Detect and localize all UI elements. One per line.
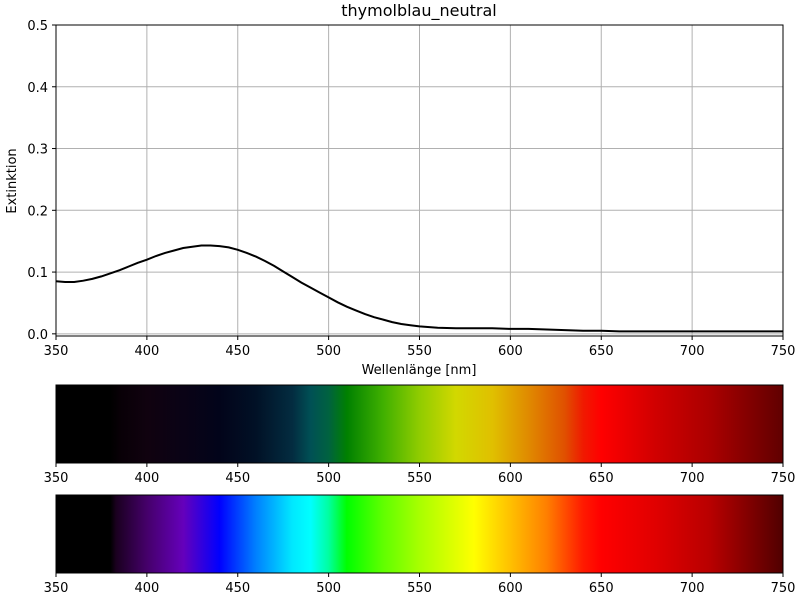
- transmission-x-ticks: 350 400 450 500 550 600 650 700 750: [44, 463, 796, 486]
- spectrum-tick-label: 450: [225, 581, 250, 596]
- spectrum-tick-label: 350: [44, 471, 69, 486]
- x-axis-label: Wellenlänge [nm]: [362, 363, 477, 378]
- x-tick-label: 600: [498, 344, 523, 359]
- spectrum-tick-label: 550: [407, 471, 432, 486]
- x-axis-ticks: 350 400 450 500 550 600 650 700 750: [44, 336, 796, 359]
- spectrum-tick-label: 400: [134, 471, 159, 486]
- y-tick-label: 0.1: [27, 266, 48, 281]
- y-tick-label: 0.3: [27, 143, 48, 158]
- spectrum-tick-label: 450: [225, 471, 250, 486]
- x-tick-label: 350: [44, 344, 69, 359]
- extinction-series-line: [55, 244, 783, 333]
- spectrum-tick-label: 750: [771, 581, 796, 596]
- y-axis-ticks: 0.0 0.1 0.2 0.3 0.4 0.5: [27, 19, 56, 343]
- x-tick-label: 550: [407, 344, 432, 359]
- reference-spectrum-bar: 350 400 450 500 550 600 650 700 750: [44, 494, 796, 596]
- x-tick-label: 500: [316, 344, 341, 359]
- x-tick-label: 400: [134, 344, 159, 359]
- spectrum-tick-label: 500: [316, 581, 341, 596]
- y-tick-label: 0.5: [27, 19, 48, 34]
- x-tick-label: 450: [225, 344, 250, 359]
- transmission-spectrum-bar: 350 400 450 500 550 600 650 700 750: [44, 384, 796, 486]
- x-tick-label: 650: [589, 344, 614, 359]
- spectrum-tick-label: 650: [589, 581, 614, 596]
- spectrum-tick-label: 700: [680, 471, 705, 486]
- y-tick-label: 0.2: [27, 204, 48, 219]
- reference-gradient-strip: [56, 495, 783, 573]
- spectrum-tick-label: 650: [589, 471, 614, 486]
- spectrum-tick-label: 750: [771, 471, 796, 486]
- chart-title: thymolblau_neutral: [341, 1, 496, 21]
- y-tick-label: 0.4: [27, 81, 48, 96]
- transmission-gradient-strip: [56, 385, 783, 463]
- spectrum-tick-label: 400: [134, 581, 159, 596]
- extinction-plot: 350 400 450 500 550 600 650 700 750 0.0 0.1 0.2 0.3…: [5, 1, 795, 378]
- y-tick-label: 0.0: [27, 328, 48, 343]
- y-axis-label: Extinktion: [5, 148, 20, 213]
- spectrum-tick-label: 600: [498, 581, 523, 596]
- spectrum-tick-label: 600: [498, 471, 523, 486]
- x-tick-label: 750: [771, 344, 796, 359]
- spectrum-tick-label: 700: [680, 581, 705, 596]
- reference-x-ticks: 350 400 450 500 550 600 650 700 750: [44, 573, 796, 596]
- spectrum-tick-label: 500: [316, 471, 341, 486]
- spectrum-tick-label: 550: [407, 581, 432, 596]
- x-tick-label: 700: [680, 344, 705, 359]
- spectrum-tick-label: 350: [44, 581, 69, 596]
